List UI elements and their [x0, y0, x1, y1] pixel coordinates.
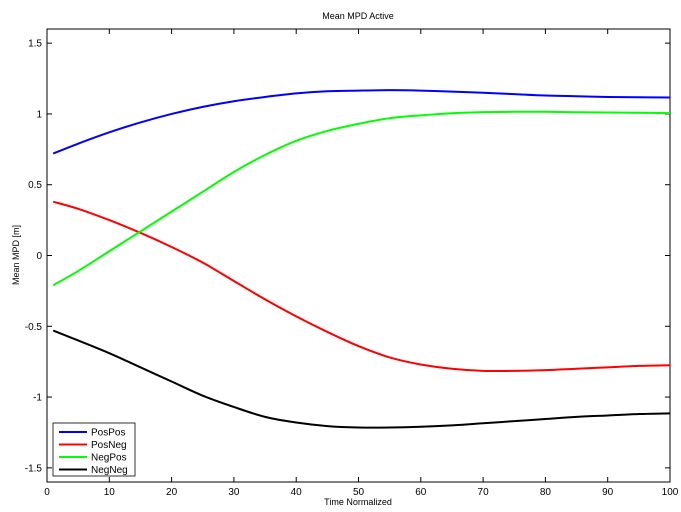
x-tick-label: 60 [415, 487, 427, 498]
x-axis: 0 10 20 30 40 50 60 70 80 90 100 [44, 29, 679, 498]
series-line-negneg [52, 329, 671, 429]
y-tick-label: 1.5 [28, 39, 42, 50]
y-axis: -1.5 -1 -0.5 0 0.5 1 1.5 [25, 39, 670, 474]
y-axis-label: Mean MPD [m] [11, 225, 21, 285]
series-line-posneg [52, 200, 671, 373]
legend-label-negneg: NegNeg [91, 465, 128, 476]
series-line-pospos [52, 89, 671, 155]
x-tick-label: 20 [166, 487, 178, 498]
legend-label-posneg: PosNeg [91, 440, 127, 451]
x-tick-label: 30 [228, 487, 240, 498]
x-tick-label: 50 [353, 487, 365, 498]
x-tick-label: 90 [602, 487, 614, 498]
y-tick-label: -1.5 [25, 463, 43, 474]
chart-title: Mean MPD Active [322, 11, 394, 21]
x-tick-label: 80 [540, 487, 552, 498]
y-tick-label: 0.5 [28, 180, 42, 191]
y-tick-label: -1 [33, 393, 42, 404]
x-axis-label: Time Normalized [324, 497, 392, 507]
y-tick-label: 0 [36, 251, 42, 262]
y-tick-label: 1 [36, 109, 42, 120]
plot-area [46, 28, 671, 483]
series-lines [52, 89, 671, 429]
y-tick-label: -0.5 [25, 322, 43, 333]
x-tick-label: 100 [662, 487, 679, 498]
x-tick-label: 0 [44, 487, 50, 498]
legend-label-negpos: NegPos [91, 453, 127, 464]
x-tick-label: 70 [478, 487, 490, 498]
series-line-negpos [52, 110, 671, 287]
legend-label-pospos: PosPos [91, 428, 125, 439]
x-tick-label: 40 [291, 487, 303, 498]
x-tick-label: 10 [104, 487, 116, 498]
